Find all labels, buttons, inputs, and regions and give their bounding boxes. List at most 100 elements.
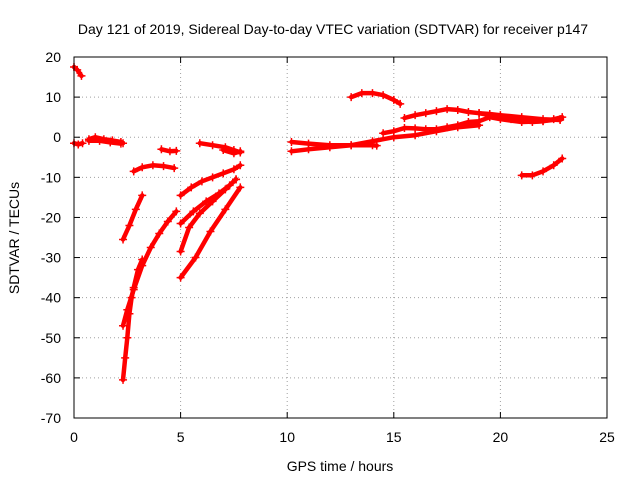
y-tick-label: -10 [41, 169, 61, 185]
data-point-marker [77, 71, 86, 80]
x-tick-label: 5 [177, 429, 185, 445]
data-point-marker [539, 167, 548, 176]
data-point-marker [191, 253, 200, 262]
data-point-marker [106, 138, 115, 147]
series-arc-10 [176, 161, 245, 200]
data-point-marker [189, 207, 198, 216]
data-point-marker [464, 107, 473, 116]
y-tick-label: -30 [41, 250, 61, 266]
y-tick-label: -40 [41, 290, 61, 306]
series-trace [519, 156, 565, 178]
data-point-marker [372, 141, 381, 150]
y-tick-label: -20 [41, 209, 61, 225]
chart-title: Day 121 of 2019, Sidereal Day-to-day VTE… [78, 21, 588, 37]
data-point-marker [219, 146, 228, 155]
data-point-marker [528, 171, 537, 180]
data-point-marker [517, 171, 526, 180]
data-point-marker [432, 107, 441, 116]
x-axis-label: GPS time / hours [287, 458, 394, 474]
data-point-marker [411, 124, 420, 133]
data-point-marker [549, 115, 558, 124]
data-point-marker [232, 175, 241, 184]
data-point-marker [432, 125, 441, 134]
data-point-marker [176, 219, 185, 228]
series-trace [120, 209, 179, 328]
data-point-marker [159, 162, 168, 171]
data-point-marker [558, 113, 567, 122]
data-point-marker [236, 161, 245, 170]
data-point-marker [206, 227, 215, 236]
y-tick-label: 0 [53, 129, 61, 145]
data-point-marker [287, 147, 296, 156]
y-tick-label: 20 [45, 49, 61, 65]
data-point-marker [411, 111, 420, 120]
series-arc-9 [157, 145, 181, 156]
data-point-marker [421, 109, 430, 118]
data-point-marker [119, 321, 128, 330]
data-point-marker [123, 333, 132, 342]
data-point-marker [84, 136, 93, 145]
plot-frame [73, 56, 608, 419]
data-point-marker [208, 141, 217, 150]
series-arc-8 [129, 161, 179, 176]
data-point-marker [221, 205, 230, 214]
data-point-marker [197, 177, 206, 186]
data-point-marker [146, 243, 155, 252]
x-tick-label: 20 [493, 429, 509, 445]
data-point-marker [176, 247, 185, 256]
data-point-marker [221, 185, 230, 194]
data-point-marker [195, 209, 204, 218]
data-point-marker [195, 139, 204, 148]
x-tick-label: 0 [70, 429, 78, 445]
series-arc-4 [84, 136, 125, 148]
data-point-marker [170, 164, 179, 173]
data-point-marker [219, 169, 228, 178]
data-point-marker [475, 109, 484, 118]
data-point-marker [443, 123, 452, 132]
data-point-marker [131, 205, 140, 214]
data-point-marker [78, 139, 87, 148]
data-point-marker [325, 143, 334, 152]
data-point-marker [163, 217, 172, 226]
data-point-marker [558, 154, 567, 163]
data-point-marker [379, 129, 388, 138]
y-tick-label: 10 [45, 89, 61, 105]
data-point-marker [138, 191, 147, 200]
data-point-marker [368, 137, 377, 146]
data-point-marker [208, 197, 217, 206]
data-point-marker [185, 223, 194, 232]
data-point-marker [157, 145, 166, 154]
data-point-marker [229, 165, 238, 174]
series-arc-12 [176, 175, 241, 256]
series-trace [178, 177, 239, 254]
grid-lines [74, 57, 607, 418]
data-point-marker [389, 95, 398, 104]
data-point-marker [208, 173, 217, 182]
data-point-marker [304, 145, 313, 154]
y-tick-labels: -70 -60 -50 -40 -30 -20 -10 0 10 20 [41, 49, 61, 426]
series-arc-1 [70, 63, 86, 80]
data-point-marker [236, 147, 245, 156]
data-point-marker [119, 375, 128, 384]
data-point-marker [125, 221, 134, 230]
x-tick-label: 10 [279, 429, 295, 445]
data-point-marker [176, 273, 185, 282]
data-point-marker [123, 305, 132, 314]
data-point-marker [464, 117, 473, 126]
data-point-marker [549, 161, 558, 170]
data-point-marker [517, 117, 526, 126]
y-axis-label: SDTVAR / TECUs [6, 182, 22, 294]
data-point-marker [347, 141, 356, 150]
series-arc-21 [475, 109, 567, 126]
plot-area [70, 63, 567, 384]
data-point-marker [176, 191, 185, 200]
data-point-marker [389, 127, 398, 136]
data-point-marker [236, 183, 245, 192]
data-point-marker [116, 139, 125, 148]
data-point-marker [95, 136, 104, 145]
data-point-marker [539, 117, 548, 126]
data-point-marker [148, 161, 157, 170]
data-point-marker [287, 138, 296, 147]
data-point-marker [528, 117, 537, 126]
